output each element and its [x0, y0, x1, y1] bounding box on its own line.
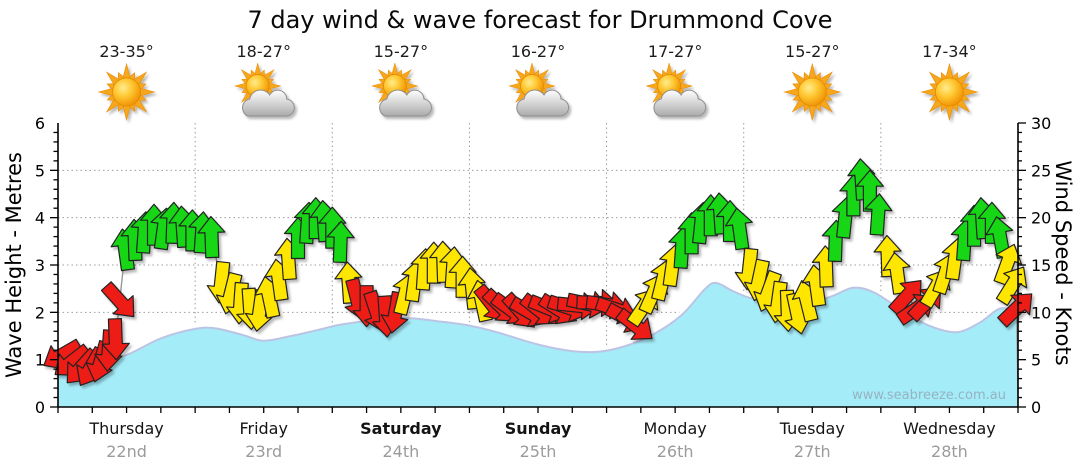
- wave-tick-label: 5: [35, 161, 45, 180]
- wind-tick-label: 25: [1031, 161, 1051, 180]
- wind-axis-title: Wind Speed - Knots: [1051, 160, 1075, 366]
- sun-cloud-icon: [645, 62, 707, 117]
- day-name-label: Monday: [643, 419, 707, 438]
- wind-tick-label: 0: [1031, 398, 1041, 417]
- wave-tick-label: 3: [35, 256, 45, 275]
- temp-range-label: 15-27°: [785, 42, 840, 61]
- wave-tick-label: 0: [35, 398, 45, 417]
- wind-arrow: [997, 293, 1033, 328]
- sun-icon: [920, 62, 979, 122]
- wind-tick-label: 15: [1031, 256, 1051, 275]
- day-name-label: Wednesday: [903, 419, 996, 438]
- day-date-label: 26th: [656, 442, 694, 461]
- day-name-label: Saturday: [360, 419, 442, 438]
- day-name-label: Thursday: [89, 419, 164, 438]
- wind-arrow: [995, 266, 1028, 306]
- day-name-label: Sunday: [504, 419, 572, 438]
- wind-tick-label: 5: [1031, 351, 1041, 370]
- temp-range-label: 15-27°: [373, 42, 429, 61]
- sun-disc: [112, 77, 141, 107]
- sun-cloud-icon: [370, 62, 432, 117]
- wind-tick-label: 10: [1031, 303, 1051, 322]
- wind-arrow: [724, 207, 753, 251]
- temp-range-label: 16-27°: [510, 42, 566, 61]
- cloud: [242, 89, 295, 117]
- day-name-label: Tuesday: [779, 419, 845, 438]
- temp-range-label: 18-27°: [236, 42, 291, 61]
- tick-labels: 0 1 2 3 4 5 6 0 5 10 15 20 25 30: [35, 114, 1052, 417]
- wind-arrow: [326, 220, 355, 264]
- sun-cloud-icon: [233, 62, 295, 117]
- day-date-label: 23rd: [245, 442, 283, 461]
- wave-tick-label: 2: [35, 303, 45, 322]
- day-name-label: Friday: [239, 419, 288, 438]
- day-date-label: 28th: [931, 442, 968, 461]
- wind-arrow: [864, 193, 893, 236]
- wave-tick-label: 6: [35, 114, 45, 133]
- temp-range-label: 17-34°: [922, 42, 977, 61]
- chart-title: 7 day wind & wave forecast for Drummond …: [247, 6, 833, 34]
- watermark: www.seabreeze.com.au: [852, 388, 1006, 403]
- cloud: [653, 89, 707, 117]
- cloud: [379, 89, 432, 117]
- sun-disc: [935, 77, 964, 107]
- wave-tick-label: 4: [35, 209, 45, 228]
- wave-axis-title: Wave Height - Metres: [2, 152, 26, 378]
- sun-cloud-icon: [508, 62, 569, 117]
- day-date-label: 25th: [519, 442, 557, 461]
- wind-arrow: [100, 281, 135, 318]
- wind-arrow: [197, 215, 226, 259]
- wave-outline: [57, 281, 1019, 372]
- weather-icons: [97, 62, 979, 122]
- day-date-label: 27th: [793, 442, 831, 461]
- wind-arrows: [43, 158, 1033, 386]
- wave-tick-label: 1: [35, 351, 45, 370]
- wind-tick-label: 30: [1031, 114, 1051, 133]
- ticks: [50, 122, 1026, 413]
- temp-range-label: 17-27°: [647, 42, 703, 61]
- temp-range-label: 23-35°: [99, 42, 154, 61]
- wind-arrow: [101, 317, 130, 361]
- cloud: [516, 89, 569, 117]
- sun-icon: [97, 62, 156, 122]
- day-date-label: 22nd: [106, 442, 147, 461]
- wind-tick-label: 20: [1031, 209, 1051, 228]
- day-date-label: 24th: [382, 442, 420, 461]
- sun-icon: [783, 62, 842, 122]
- sun-disc: [797, 77, 827, 107]
